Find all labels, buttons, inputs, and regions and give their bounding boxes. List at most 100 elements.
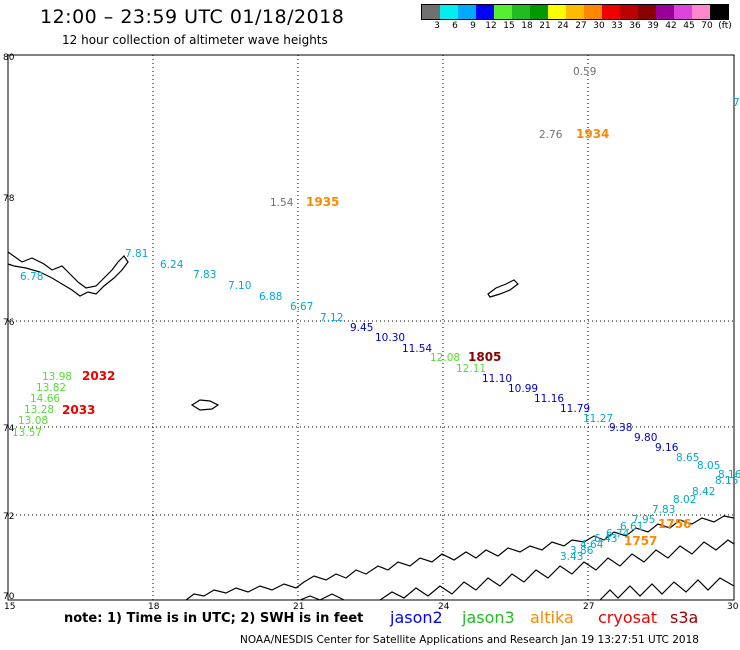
wave-height-value: 12.11 xyxy=(456,363,486,375)
pass-time-label: 1757 xyxy=(624,534,657,548)
satellite-altika: altika xyxy=(530,608,574,627)
wave-height-value: 11.79 xyxy=(560,403,590,415)
wave-height-value: 7.95 xyxy=(632,514,655,526)
coastlines xyxy=(7,251,735,601)
legend-swatch xyxy=(530,5,548,19)
footnote: note: 1) Time is in UTC; 2) SWH is in fe… xyxy=(64,611,364,626)
legend-labels: 3 6 9 12 15 18 21 24 27 30 33 36 39 42 45 70 (ft) xyxy=(421,20,732,34)
wave-height-value: 3.43 xyxy=(560,551,583,563)
wave-height-value: 7.83 xyxy=(193,269,216,281)
satellite-cryosat: cryosat xyxy=(598,608,658,627)
wave-height-value: 9.16 xyxy=(655,442,679,454)
legend-swatch xyxy=(638,5,656,19)
x-tick-label: 30 xyxy=(727,602,739,612)
credit-line: NOAA/NESDIS Center for Satellite Applica… xyxy=(240,634,699,646)
wave-height-value: 8.42 xyxy=(692,486,715,498)
x-tick-label: 21 xyxy=(293,602,304,612)
legend-label: 9 xyxy=(470,21,476,31)
wave-height-value: 6.78 xyxy=(20,271,43,283)
wave-height-value: 7 xyxy=(733,97,740,109)
wave-height-value: 11.10 xyxy=(482,373,512,385)
wave-height-value: 8.65 xyxy=(676,452,699,464)
legend-label: 15 xyxy=(503,21,515,31)
wave-height-value: 14.66 xyxy=(30,393,60,405)
y-tick-label: 80 xyxy=(3,53,15,63)
x-tick-label: 24 xyxy=(438,602,450,612)
wave-height-value: 8.16 xyxy=(718,469,740,481)
legend-swatch xyxy=(458,5,476,19)
map-grid xyxy=(8,55,734,600)
wave-height-value: 6.67 xyxy=(290,301,313,313)
norway-fjords xyxy=(299,539,735,601)
legend-swatch xyxy=(584,5,602,19)
pass-time-label: 1934 xyxy=(576,127,609,141)
wave-height-value: 10.30 xyxy=(375,332,405,344)
wave-height-value: 4.64 xyxy=(580,539,604,551)
y-tick-label: 76 xyxy=(3,318,15,328)
map-frame xyxy=(7,54,735,601)
legend-label: 21 xyxy=(539,21,551,31)
legend-label: 3 xyxy=(434,21,440,31)
legend-swatch xyxy=(656,5,674,19)
legend-label: 6 xyxy=(452,21,458,31)
pass-time-label: 2033 xyxy=(62,403,95,417)
legend-label: 39 xyxy=(647,21,659,31)
legend-label: 12 xyxy=(485,21,497,31)
legend-swatch xyxy=(620,5,638,19)
wave-height-value: 6.24 xyxy=(160,259,184,271)
norway-coast xyxy=(185,515,735,601)
wave-height-value: 7.83 xyxy=(652,504,675,516)
legend-label: 45 xyxy=(683,21,695,31)
wave-height-labels: 0.59 7 2.76 1.54 7.81 6.78 6.24 7.83 7.10 6.88 6.6… xyxy=(12,66,740,563)
legend-label: 33 xyxy=(611,21,623,31)
legend-swatch xyxy=(512,5,530,19)
y-tick-labels: 70 72 74 76 78 80 xyxy=(3,53,15,602)
x-tick-label: 15 xyxy=(4,602,15,612)
wave-height-value: 6.43 xyxy=(594,533,617,545)
map-title: 12:00 – 23:59 UTC 01/18/2018 xyxy=(40,6,345,28)
wave-height-value: 9.38 xyxy=(609,422,632,434)
wave-height-value: 11.16 xyxy=(534,393,564,405)
legend-label: 30 xyxy=(593,21,605,31)
wave-height-value: 7.81 xyxy=(125,248,148,260)
legend-swatch xyxy=(602,5,620,19)
wave-height-value: 6.88 xyxy=(259,291,282,303)
y-tick-label: 72 xyxy=(3,512,14,522)
satellite-jason3: jason3 xyxy=(462,608,515,627)
wave-height-value: 3.86 xyxy=(570,545,594,557)
wave-height-value: 7.10 xyxy=(228,280,251,292)
legend-swatch xyxy=(440,5,458,19)
wave-height-value: 0.59 xyxy=(573,66,596,78)
legend-swatch xyxy=(494,5,512,19)
svalbard-coast xyxy=(7,251,129,297)
legend-swatches xyxy=(421,4,729,20)
legend-label: 42 xyxy=(665,21,677,31)
wave-height-value: 13.82 xyxy=(36,382,66,394)
pass-time-label: 2032 xyxy=(82,369,115,383)
wave-height-value: 13.08 xyxy=(18,415,48,427)
legend-swatch xyxy=(566,5,584,19)
legend-swatch xyxy=(476,5,494,19)
x-tick-label: 27 xyxy=(583,602,594,612)
legend-swatch xyxy=(674,5,692,19)
legend-swatch xyxy=(710,5,728,19)
legend-swatch xyxy=(422,5,440,19)
satellite-jason2: jason2 xyxy=(390,608,443,627)
wave-height-value: 13.28 xyxy=(24,404,54,416)
wave-height-value: 9.80 xyxy=(634,432,657,444)
y-tick-label: 78 xyxy=(3,194,15,204)
legend-label: 24 xyxy=(557,21,569,31)
wave-height-value: 8.15 xyxy=(715,475,738,487)
bear-island xyxy=(190,399,220,411)
legend-label: 27 xyxy=(575,21,587,31)
legend-swatch xyxy=(548,5,566,19)
color-scale-legend: 3 6 9 12 15 18 21 24 27 30 33 36 39 42 45 70 (ft) xyxy=(421,4,732,34)
wave-height-value: 13.57 xyxy=(12,427,42,439)
wave-height-value: 1.54 xyxy=(270,197,294,209)
hopen-island xyxy=(487,279,519,298)
norway-inlets xyxy=(599,577,735,601)
pass-time-label: 1805 xyxy=(468,350,501,364)
map-subtitle: 12 hour collection of altimeter wave hei… xyxy=(62,33,328,47)
pass-time-label: 1756 xyxy=(658,517,691,531)
